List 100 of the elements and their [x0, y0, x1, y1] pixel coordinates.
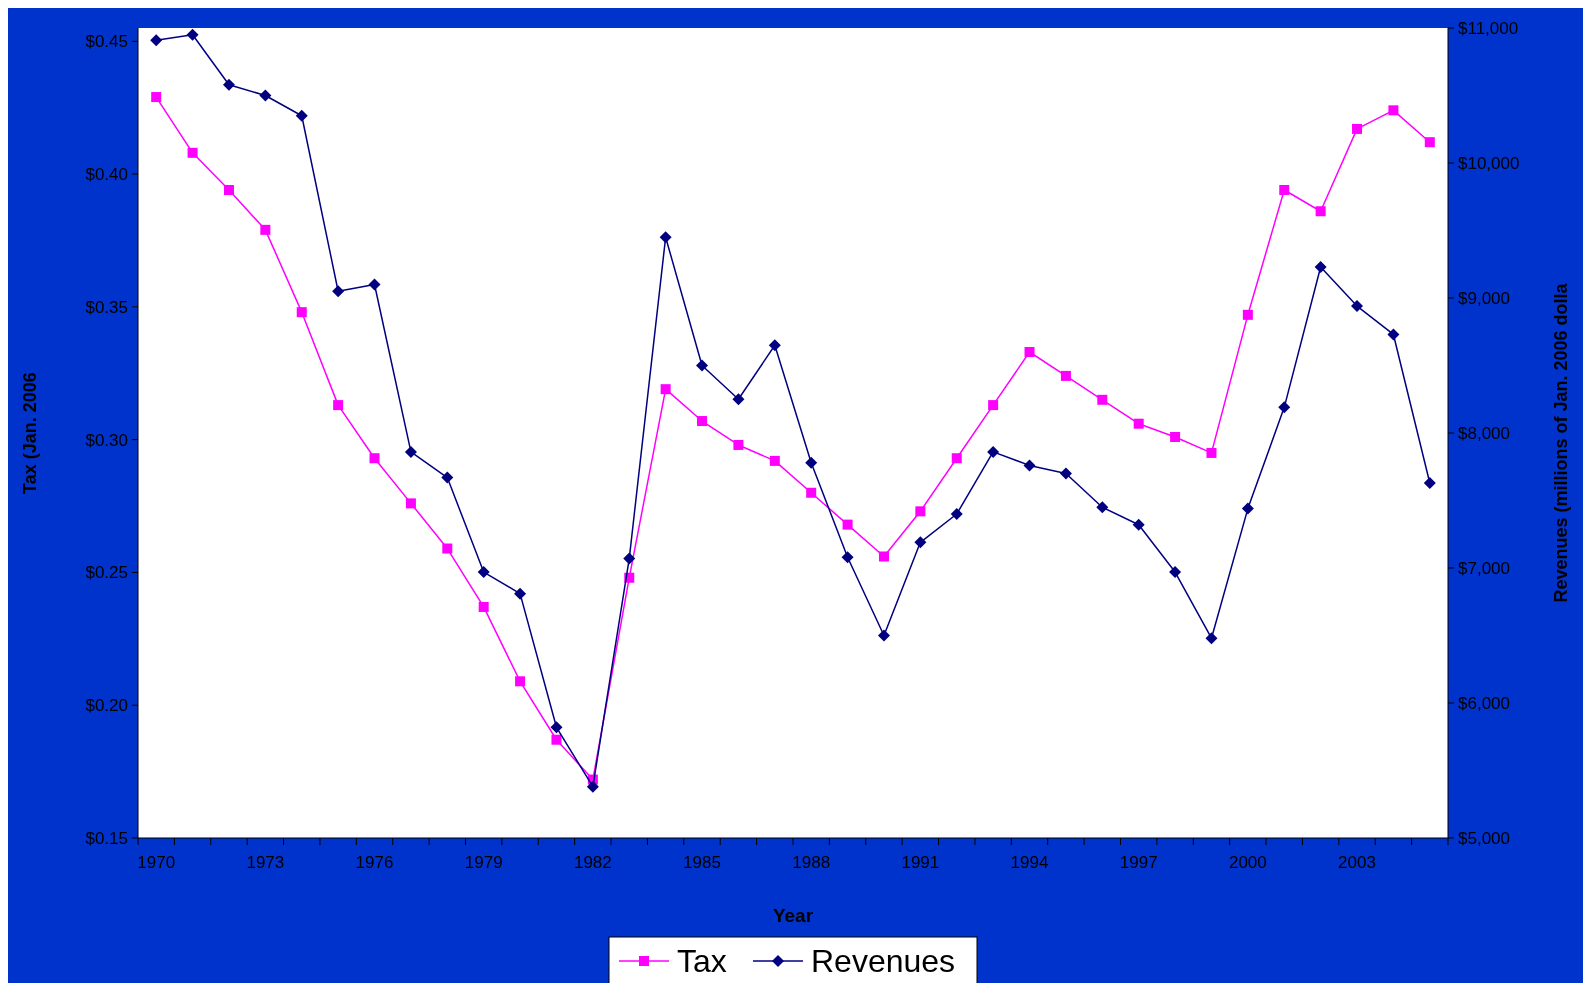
point	[405, 498, 416, 509]
y2-tick-label: $5,000	[1458, 828, 1510, 848]
point	[551, 734, 562, 745]
x-tick-label: 1991	[901, 853, 940, 872]
point	[915, 506, 926, 517]
x-tick-label: 1994	[1010, 853, 1049, 872]
x-tick-label: 1985	[683, 853, 721, 872]
point	[369, 453, 380, 464]
point	[368, 278, 381, 291]
point	[659, 231, 672, 244]
point	[1387, 328, 1400, 341]
y2-axis-title: Revenues (millions of Jan. 2006 dolla	[1551, 282, 1571, 603]
y-tick-label: $0.30	[85, 430, 128, 450]
x-tick-label: 1979	[464, 853, 503, 872]
y2-tick-label: $10,000	[1458, 153, 1520, 173]
point	[332, 285, 345, 298]
point	[1170, 431, 1181, 442]
y-tick-label: $0.20	[85, 696, 128, 716]
point	[1278, 401, 1291, 414]
point	[1314, 260, 1327, 273]
y-tick-label: $0.15	[85, 828, 128, 848]
point	[1424, 137, 1435, 148]
x-tick-label: 1976	[355, 853, 394, 872]
point	[806, 487, 817, 498]
y-tick-label: $0.40	[85, 165, 128, 185]
x-tick-label: 1973	[246, 853, 285, 872]
point	[1315, 206, 1326, 217]
point	[1169, 566, 1182, 579]
point	[550, 721, 563, 734]
point	[223, 185, 234, 195]
y-tick-label: $0.45	[85, 32, 128, 52]
point	[841, 551, 854, 564]
point	[222, 78, 235, 91]
point	[1096, 501, 1109, 514]
point	[697, 416, 708, 427]
point	[768, 339, 781, 352]
point	[1242, 309, 1253, 320]
point	[660, 384, 671, 395]
point	[296, 307, 307, 318]
point	[187, 147, 198, 158]
point	[877, 629, 890, 642]
point	[1132, 518, 1145, 531]
point	[1241, 502, 1254, 515]
point	[404, 445, 417, 458]
point	[1059, 467, 1072, 480]
x-tick-label: 1997	[1119, 853, 1158, 872]
point	[878, 551, 889, 562]
point	[1206, 447, 1217, 458]
y2-tick-label: $6,000	[1458, 693, 1510, 713]
point	[769, 455, 780, 466]
point	[260, 224, 271, 235]
x-tick-label: 1970	[137, 853, 176, 872]
y-tick-label: $0.35	[85, 297, 128, 317]
point	[477, 566, 490, 579]
point	[951, 453, 962, 464]
point	[914, 536, 927, 549]
point	[478, 601, 489, 612]
point	[441, 471, 454, 484]
y2-tick-label: $8,000	[1458, 423, 1510, 443]
point	[1024, 347, 1035, 357]
x-tick-label: 2000	[1228, 853, 1267, 872]
point	[186, 28, 199, 41]
legend-label: Tax	[677, 943, 727, 980]
point	[696, 359, 709, 372]
point	[1097, 394, 1108, 405]
point	[1351, 300, 1364, 313]
y2-tick-label: $7,000	[1458, 558, 1510, 578]
point	[259, 89, 272, 102]
point	[987, 445, 1000, 458]
point	[1205, 632, 1218, 645]
y-tick-label: $0.25	[85, 563, 128, 583]
point	[732, 393, 745, 406]
x-tick-label: 1982	[573, 853, 612, 872]
y-axis-title: Tax (Jan. 2006	[20, 372, 40, 494]
point	[805, 456, 818, 469]
point	[151, 92, 162, 103]
point	[150, 34, 163, 47]
point	[1133, 418, 1144, 429]
point	[1060, 370, 1071, 381]
x-tick-label: 2003	[1338, 853, 1376, 872]
point	[1388, 105, 1399, 116]
point	[514, 587, 527, 600]
point	[733, 439, 744, 450]
point	[1423, 476, 1436, 489]
point	[842, 519, 853, 530]
y2-tick-label: $9,000	[1458, 288, 1510, 308]
point	[950, 508, 963, 520]
point	[295, 109, 308, 122]
point	[1352, 123, 1363, 134]
point	[442, 543, 453, 554]
point	[623, 552, 636, 565]
y2-tick-label: $11,000	[1458, 18, 1519, 38]
x-tick-label: 1988	[792, 853, 831, 872]
point	[333, 400, 344, 411]
point	[1279, 185, 1290, 195]
point	[988, 400, 999, 411]
point	[515, 676, 526, 687]
x-axis-title: Year	[772, 905, 814, 926]
point	[586, 780, 599, 793]
legend-label: Revenues	[811, 943, 956, 980]
